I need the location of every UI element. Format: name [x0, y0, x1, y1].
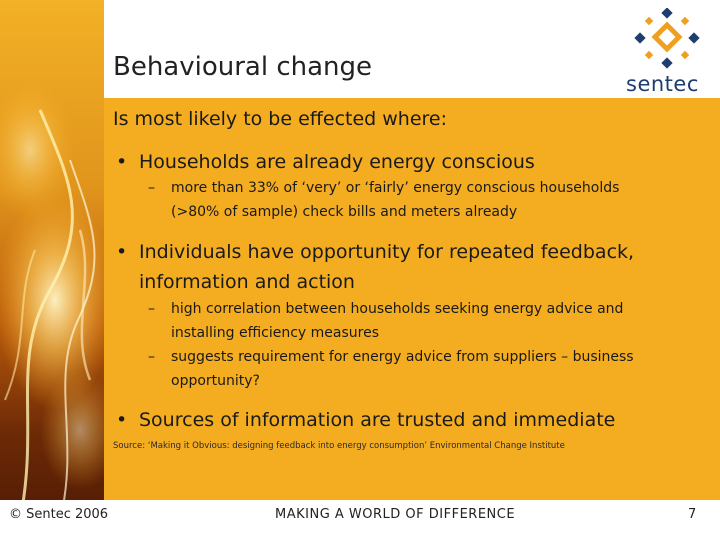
- bullet-2-text-line-2: information and action: [139, 271, 355, 293]
- sub-bullet-dash: –: [148, 180, 155, 196]
- bullet-2-sub-2-line-2: opportunity?: [171, 373, 260, 389]
- bullet-2-sub-1-line-1: high correlation between households seek…: [171, 301, 624, 317]
- intro-text: Is most likely to be effected where:: [113, 108, 448, 130]
- bullet-dot: •: [116, 409, 128, 431]
- bullet-1-sub-1-line-2: (>80% of sample) check bills and meters …: [171, 204, 518, 220]
- bullet-3-text: Sources of information are trusted and i…: [139, 409, 616, 431]
- bullet-2-sub-2-line-1: suggests requirement for energy advice f…: [171, 349, 634, 365]
- footer-tagline: MAKING A WORLD OF DIFFERENCE: [275, 507, 516, 522]
- content-panel: Is most likely to be effected where: • H…: [104, 98, 720, 500]
- flame-image: [0, 80, 104, 521]
- footer-copyright: © Sentec 2006: [9, 507, 109, 522]
- sub-bullet-dash: –: [148, 349, 155, 365]
- slide-title: Behavioural change: [113, 52, 373, 82]
- bullet-1-sub-1-line-1: more than 33% of ‘very’ or ‘fairly’ ener…: [171, 180, 620, 196]
- bullet-2-text-line-1: Individuals have opportunity for repeate…: [139, 241, 635, 263]
- sentec-logo-icon: [634, 8, 700, 69]
- page-number: 7: [688, 507, 697, 522]
- bullet-dot: •: [116, 151, 128, 173]
- bullet-1-text: Households are already energy conscious: [139, 151, 535, 173]
- footer: © Sentec 2006 MAKING A WORLD OF DIFFEREN…: [0, 500, 720, 540]
- bullet-dot: •: [116, 241, 128, 263]
- flame-photo: [0, 0, 104, 540]
- title-band: [104, 0, 720, 98]
- logo-wordmark: sentec: [626, 72, 699, 96]
- bullet-2-sub-1-line-2: installing efficiency measures: [171, 325, 380, 341]
- source-citation: Source: ‘Making it Obvious: designing fe…: [113, 441, 565, 451]
- sub-bullet-dash: –: [148, 301, 155, 317]
